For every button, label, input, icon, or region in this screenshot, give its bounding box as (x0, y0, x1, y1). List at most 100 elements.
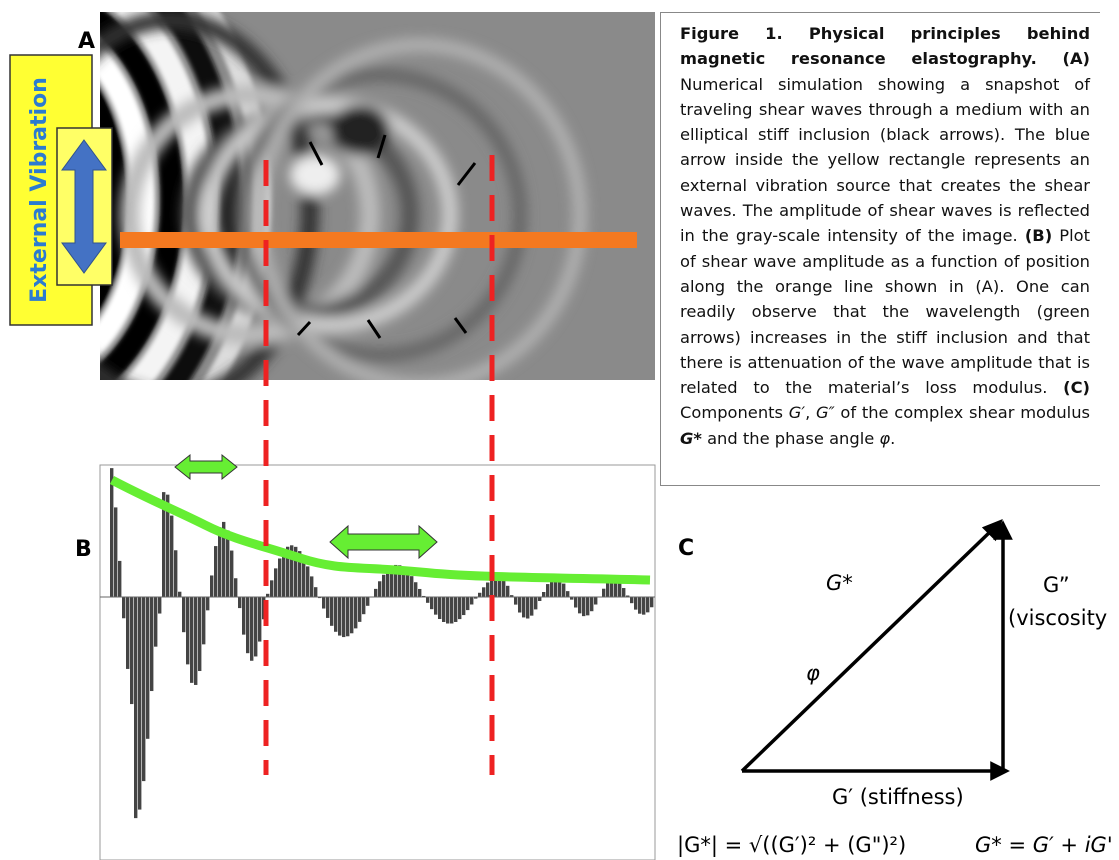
caption-run: Components (680, 403, 789, 422)
caption: Figure 1. Physical principles behind mag… (660, 12, 1100, 486)
waveform-bar (462, 597, 465, 615)
panel-label: C (678, 536, 694, 561)
waveform-bar (426, 597, 429, 603)
waveform-bar (606, 583, 609, 597)
equation: |G*| = √((G′)² + (G")²) (677, 833, 906, 858)
waveform-bar (454, 597, 457, 622)
waveform-bar (210, 575, 213, 597)
waveform-bar (158, 597, 161, 614)
waveform-bar (154, 597, 157, 647)
caption-run: G* (680, 429, 702, 448)
waveform-bar (602, 589, 605, 597)
waveform-bar (582, 597, 585, 616)
waveform-bar (446, 597, 449, 624)
waveform-bar (630, 597, 633, 603)
waveform-bar (530, 597, 533, 616)
waveform-bar (226, 530, 229, 597)
hypotenuse-label: G* (826, 571, 853, 595)
waveform-bar (430, 597, 433, 609)
waveform-bar (150, 597, 153, 691)
waveform-bar (458, 597, 461, 619)
waveform-bar (546, 584, 549, 597)
waveform-bar (350, 597, 353, 633)
waveform-bar (126, 597, 129, 669)
panel-label: A (78, 29, 95, 54)
panel-label: B (75, 537, 92, 562)
waveform-bar (438, 597, 441, 619)
waveform-bar (538, 597, 541, 601)
waveform-bar (362, 597, 365, 614)
waveform-bar (118, 561, 121, 597)
waveform-bar (382, 575, 385, 597)
waveform-bar (354, 597, 357, 628)
waveform-bar (130, 597, 133, 704)
waveform-bar (490, 579, 493, 597)
waveform-bar (450, 597, 453, 623)
waveform-bar (526, 597, 529, 619)
waveform-bar (482, 587, 485, 597)
waveform-bar (638, 597, 641, 614)
vertical-label: G” (1043, 573, 1070, 597)
waveform-bar (586, 597, 589, 615)
caption-run: Plot of shear wave amplitude as a functi… (680, 226, 1090, 397)
waveform-bar (182, 597, 185, 632)
waveform-bar (202, 597, 205, 644)
waveform-bar (466, 597, 469, 610)
caption-run: (C) (1063, 378, 1090, 397)
waveform-bar (646, 597, 649, 612)
modulus-triangle (742, 522, 1010, 778)
waveform-bar (434, 597, 437, 615)
waveform-bar (314, 587, 317, 597)
waveform-bar (250, 597, 253, 661)
waveform-bar (650, 597, 653, 607)
source-label: External Vibration (27, 77, 52, 303)
waveform-bar (218, 527, 221, 597)
waveform-bar (310, 576, 313, 597)
waveform-bar (534, 597, 537, 609)
caption-run: . (890, 429, 895, 448)
caption-run: Numerical simulation showing a snapshot … (680, 75, 1090, 246)
waveform-bar (506, 586, 509, 597)
waveform-bar (110, 468, 113, 597)
waveform-bar (338, 597, 341, 636)
waveform-bar (254, 597, 257, 656)
angle-label: φ (806, 661, 820, 685)
waveform-bar (574, 597, 577, 608)
waveform-bar (170, 516, 173, 597)
waveform-bar (274, 568, 277, 597)
waveform-bar (622, 588, 625, 597)
waveform-bar (278, 558, 281, 597)
caption-run: , (805, 403, 816, 422)
waveform-bar (178, 592, 181, 597)
waveform-bar (618, 582, 621, 597)
caption-run: Figure 1. Physical principles behind mag… (680, 24, 1090, 68)
waveform-bar (562, 584, 565, 597)
waveform-bar (186, 597, 189, 664)
base-label: G′ (stiffness) (832, 785, 964, 809)
waveform-bar (366, 597, 369, 606)
waveform-bar (330, 597, 333, 626)
caption-run: of the complex shear modulus (835, 403, 1090, 422)
plot-frame (100, 465, 655, 860)
waveform-bar (230, 551, 233, 597)
waveform-bar (358, 597, 361, 622)
waveform-bar (522, 597, 525, 617)
waveform-bar (414, 582, 417, 597)
caption-run: and the phase angle (702, 429, 880, 448)
waveform-bar (270, 580, 273, 597)
waveform-bar (190, 597, 193, 683)
waveform-bar (214, 546, 217, 597)
waveform-bar (594, 597, 597, 605)
caption-run: G″ (816, 403, 835, 422)
waveform-bar (590, 597, 593, 611)
waveform-bar (642, 597, 645, 615)
waveform-bar (342, 597, 345, 637)
waveform-bar (134, 597, 137, 818)
caption-run: (B) (1025, 226, 1052, 245)
waveform-bar (122, 597, 125, 618)
waveform-bar (174, 550, 177, 597)
waveform-bar (518, 597, 521, 613)
waveform-bar (306, 566, 309, 597)
waveform-bar (114, 507, 117, 597)
waveform-bar (442, 597, 445, 622)
